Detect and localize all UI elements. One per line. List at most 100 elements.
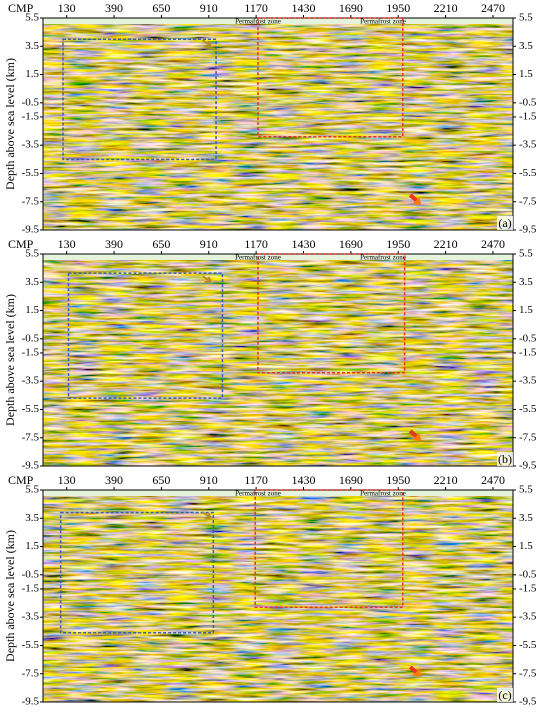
permafrost-band	[43, 18, 513, 24]
permafrost-band	[43, 490, 513, 496]
x-tick-label: 130	[58, 473, 76, 487]
x-tick-label: 2470	[481, 1, 505, 15]
x-tick-label: 2210	[434, 237, 458, 251]
region-box	[62, 38, 217, 161]
y-tick-label-right: -1.5	[519, 582, 537, 594]
y-tick-label: -3.5	[22, 611, 40, 623]
x-tick-label: 1170	[244, 1, 268, 15]
annotation: Permafrost zone	[235, 254, 281, 262]
x-tick-label: 1430	[292, 1, 316, 15]
x-axis-label: CMP	[8, 1, 34, 15]
y-tick-label: -7.5	[22, 195, 40, 207]
y-tick-label: 5.5	[25, 484, 39, 496]
y-tick-label: -9.5	[22, 696, 40, 708]
y-tick-label-right: -1.5	[519, 110, 537, 122]
y-tick-label-right: 5.5	[519, 484, 533, 496]
arrow	[201, 39, 212, 47]
y-tick-label-right: 3.5	[519, 512, 533, 524]
y-tick-label: -9.5	[22, 224, 40, 236]
x-tick-label: 910	[200, 473, 218, 487]
y-tick-label-right: -5.5	[519, 639, 537, 651]
y-tick-label: -0.5	[22, 332, 40, 344]
y-tick-label: -5.5	[22, 403, 40, 415]
y-tick-label-right: -7.5	[519, 667, 537, 679]
y-tick-label-right: 5.5	[519, 248, 533, 260]
y-tick-label: -7.5	[22, 431, 40, 443]
x-tick-label: 1950	[386, 237, 410, 251]
y-tick-label: -0.5	[22, 568, 40, 580]
y-tick-label-right: 5.5	[519, 12, 533, 24]
x-axis-label: CMP	[8, 473, 34, 487]
y-tick-label-right: -0.5	[519, 332, 537, 344]
y-tick-label: -7.5	[22, 667, 40, 679]
y-tick-label-right: 1.5	[519, 540, 533, 552]
seismic-section	[43, 490, 513, 702]
y-tick-label-right: -3.5	[519, 139, 537, 151]
x-tick-label: 1430	[292, 237, 316, 251]
arrowhead	[412, 669, 422, 677]
y-tick-label: 1.5	[25, 540, 39, 552]
y-tick-label: 3.5	[25, 512, 39, 524]
x-tick-label: 1950	[386, 1, 410, 15]
x-tick-label: 2210	[434, 1, 458, 15]
y-tick-label-right: -9.5	[519, 224, 537, 236]
x-tick-label: 1690	[339, 1, 363, 15]
region-box	[257, 17, 404, 138]
seismic-section	[43, 254, 513, 466]
y-tick-label-right: -3.5	[519, 375, 537, 387]
x-tick-label: 1950	[386, 473, 410, 487]
x-tick-label: 1170	[244, 473, 268, 487]
y-tick-label: -5.5	[22, 639, 40, 651]
y-axis-label: Depth above sea level (km)	[3, 294, 17, 426]
permafrost-band	[43, 254, 513, 260]
x-tick-label: 1170	[244, 237, 268, 251]
x-tick-label: 130	[58, 237, 76, 251]
y-tick-label-right: -1.5	[519, 346, 537, 358]
y-tick-label: -5.5	[22, 167, 40, 179]
y-tick-label-right: 1.5	[519, 304, 533, 316]
y-tick-label-right: -9.5	[519, 696, 537, 708]
region-box	[254, 489, 404, 609]
x-tick-label: 2470	[481, 237, 505, 251]
arrowhead	[412, 433, 422, 441]
y-tick-label-right: -9.5	[519, 460, 537, 472]
y-tick-label-right: -0.5	[519, 96, 537, 108]
arrow	[201, 275, 212, 283]
annotation: Permafrost zone	[235, 18, 281, 26]
region-box	[257, 253, 406, 374]
x-tick-label: 390	[105, 237, 123, 251]
annotation: Permafrost zone	[360, 254, 406, 262]
y-axis-label: Depth above sea level (km)	[3, 58, 17, 190]
seismic-section	[43, 18, 513, 230]
y-tick-label: 5.5	[25, 12, 39, 24]
x-tick-label: 390	[105, 473, 123, 487]
x-tick-label: 1690	[339, 237, 363, 251]
y-tick-label: -0.5	[22, 96, 40, 108]
y-tick-label: -1.5	[22, 110, 40, 122]
x-tick-label: 1690	[339, 473, 363, 487]
y-tick-label-right: 3.5	[519, 276, 533, 288]
y-tick-label: -1.5	[22, 582, 40, 594]
x-tick-label: 390	[105, 1, 123, 15]
panel-label-box	[497, 688, 513, 702]
y-tick-label: -1.5	[22, 346, 40, 358]
y-tick-label: 1.5	[25, 304, 39, 316]
region-box	[59, 511, 215, 634]
y-tick-label: -9.5	[22, 460, 40, 472]
y-tick-label-right: -3.5	[519, 611, 537, 623]
panel-label: (c)	[498, 688, 511, 702]
x-tick-label: 2470	[481, 473, 505, 487]
panel-label-box	[497, 452, 513, 466]
x-axis-label: CMP	[8, 237, 34, 251]
x-tick-label: 650	[152, 473, 170, 487]
y-tick-label-right: -5.5	[519, 403, 537, 415]
annotation: Permafrost zone	[235, 490, 281, 498]
y-tick-label-right: 1.5	[519, 68, 533, 80]
y-tick-label: 3.5	[25, 40, 39, 52]
y-tick-label-right: -5.5	[519, 167, 537, 179]
y-tick-label-right: -7.5	[519, 431, 537, 443]
y-tick-label: -3.5	[22, 139, 40, 151]
panel-label: (a)	[498, 216, 511, 230]
arrowhead	[412, 197, 422, 205]
